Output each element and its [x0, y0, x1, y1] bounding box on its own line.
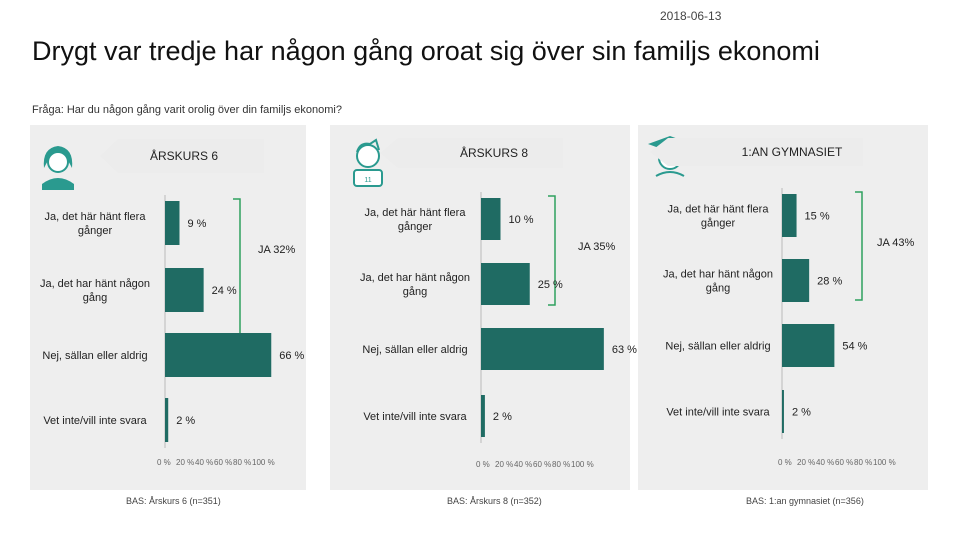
category-label: Ja, det har hänt någon gång: [663, 269, 773, 295]
bar: [782, 259, 810, 302]
chart-title: 1:AN GYMNASIET: [742, 145, 843, 159]
bar: [165, 201, 180, 245]
tick-label: 60 %: [214, 458, 232, 467]
bar: [481, 395, 485, 437]
base-arskurs-8: BAS: Årskurs 8 (n=352): [447, 496, 542, 506]
ja-bracket: [548, 195, 556, 306]
category-label: Nej, sällan eller aldrig: [665, 341, 770, 353]
bar: [165, 398, 169, 442]
category-label: Vet inte/vill inte svara: [363, 411, 467, 423]
value-label: 9 %: [187, 218, 206, 230]
title-banner: [380, 138, 563, 168]
ja-total-label: JA 43%: [877, 237, 915, 249]
chart-title: ÅRSKURS 8: [460, 145, 528, 160]
category-label: Vet inte/vill inte svara: [43, 415, 147, 427]
ja-total-label: JA 35%: [578, 241, 616, 253]
girl-icon: [42, 146, 74, 190]
bar: [782, 324, 835, 367]
bar: [782, 390, 784, 433]
ja-bracket: [233, 198, 241, 341]
category-label: Ja, det har hänt någon gång: [40, 278, 150, 304]
tick-label: 60 %: [835, 458, 853, 467]
tick-label: 20 %: [176, 458, 194, 467]
category-label: Ja, det har hänt någon gång: [360, 272, 470, 298]
bar: [481, 198, 501, 240]
chart-title: ÅRSKURS 6: [150, 148, 218, 163]
tick-label: 100 %: [252, 458, 275, 467]
value-label: 2 %: [176, 415, 195, 427]
value-label: 10 %: [509, 214, 534, 226]
tick-label: 20 %: [797, 458, 815, 467]
chart-arskurs-8: ÅRSKURS 8 JA 35% Ja, det här hänt flera gån…: [360, 138, 637, 469]
tick-label: 40 %: [514, 460, 532, 469]
svg-text:11: 11: [364, 177, 371, 184]
boy-icon: 11: [353, 138, 383, 187]
tick-label: 80 %: [552, 460, 570, 469]
value-label: 28 %: [817, 276, 842, 288]
value-label: 66 %: [279, 350, 304, 362]
category-label: Vet inte/vill inte svara: [666, 407, 770, 419]
bar: [481, 263, 530, 305]
category-label: Ja, det här hänt flera gånger: [45, 211, 147, 237]
tick-label: 0 %: [157, 458, 171, 467]
bar: [165, 333, 272, 377]
ja-total-label: JA 32%: [258, 244, 296, 256]
tick-label: 20 %: [495, 460, 513, 469]
tick-label: 80 %: [233, 458, 251, 467]
title-banner: [100, 139, 264, 173]
tick-label: 60 %: [533, 460, 551, 469]
value-label: 54 %: [842, 341, 867, 353]
date-label: 2018-06-13: [660, 9, 722, 23]
value-label: 63 %: [612, 344, 637, 356]
value-label: 2 %: [792, 407, 811, 419]
base-gymnasiet: BAS: 1:an gymnasiet (n=356): [746, 496, 864, 506]
tick-label: 40 %: [816, 458, 834, 467]
tick-label: 0 %: [476, 460, 490, 469]
value-label: 24 %: [212, 285, 237, 297]
value-label: 25 %: [538, 279, 563, 291]
bar: [165, 268, 204, 312]
bar: [481, 328, 604, 370]
category-label: Ja, det här hänt flera gånger: [668, 204, 770, 230]
base-arskurs-6: BAS: Årskurs 6 (n=351): [126, 496, 221, 506]
bar: [782, 194, 797, 237]
tick-label: 40 %: [195, 458, 213, 467]
tick-label: 80 %: [854, 458, 872, 467]
chart-arskurs-6: ÅRSKURS 6 JA 32% Ja, det här hänt flera gån…: [40, 139, 305, 467]
value-label: 2 %: [493, 411, 512, 423]
tick-label: 100 %: [571, 460, 594, 469]
category-label: Ja, det här hänt flera gånger: [365, 207, 467, 233]
category-label: Nej, sällan eller aldrig: [362, 344, 467, 356]
page-title: Drygt var tredje har någon gång oroat si…: [32, 36, 820, 66]
title-banner: [650, 138, 863, 166]
value-label: 15 %: [805, 211, 830, 223]
ja-bracket: [855, 191, 863, 301]
category-label: Nej, sällan eller aldrig: [42, 350, 147, 362]
tick-label: 0 %: [778, 458, 792, 467]
chart-gymnasiet: 1:AN GYMNASIET JA 43% Ja, det här hänt fle…: [650, 138, 915, 467]
tick-label: 100 %: [873, 458, 896, 467]
question-text: Fråga: Har du någon gång varit orolig öv…: [32, 104, 342, 116]
